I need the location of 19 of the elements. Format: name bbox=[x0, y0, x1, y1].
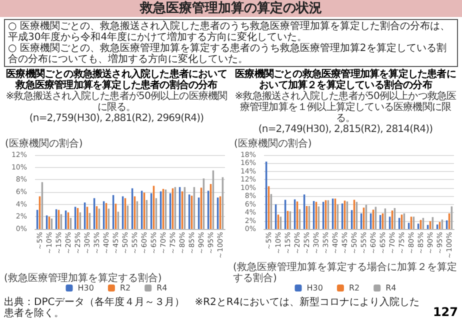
chart-title: 医療機関ごとの救急医療管理加算を算定した患者において加算２を算定している割合の分布 bbox=[234, 69, 457, 91]
legend-label: R2 bbox=[348, 284, 360, 292]
x-axis-title: (救急医療管理加算を算定する割合) bbox=[4, 272, 162, 284]
legend-label: H30 bbox=[78, 284, 94, 292]
source-note: 出典：DPCデータ（各年度４月～３月） ※R2とR4においては、新型コロナにより入院した患者を除く。 bbox=[4, 297, 421, 319]
text: 救急医療管理加算の算定の状況 bbox=[0, 0, 462, 17]
legend-label: R2 bbox=[120, 284, 131, 292]
y-axis-title: (医療機関の割合) bbox=[234, 138, 312, 150]
legend-label: R4 bbox=[386, 284, 396, 292]
chart-title: 医療機関ごとの救急搬送され入院した患者において救急医療管理加算を算定した患者の割合の分布 bbox=[5, 69, 228, 91]
text: 127 bbox=[432, 305, 458, 319]
legend-label: H30 bbox=[306, 284, 323, 292]
chart-subtitle: ※救急搬送され入院した患者が50例以上の医療機関に限る。 (n=2,759(H30), 2,881(R2), 2969(R4)) bbox=[4, 91, 228, 124]
x-axis-title: (救急医療管理加算を算定する場合に加算２を算定する割合) bbox=[233, 261, 457, 284]
text: ○ 医療機関ごとの、救急医療管理加算を算定する患者のうち救急医療管理加算2を算定している割合の分布についても、増加する方向に変化していた。 bbox=[8, 43, 448, 65]
chart-subtitle: ※救急搬送され入院した患者が50例以上かつ救急医療管理加算を１例以上算定している医療機関に限る。 (n=2,749(H30), 2,815(R2), 2814(R4)) bbox=[234, 91, 458, 135]
legend-label: R4 bbox=[156, 284, 168, 292]
text: ○ 医療機関ごとの、救急搬送され入院した患者のうち救急医療管理加算を算定した割合の分布は、平成30年度から令和4年度にかけて増加する方向に変化していた。 bbox=[8, 21, 451, 43]
y-axis-title: (医療機関の割合) bbox=[5, 138, 83, 150]
